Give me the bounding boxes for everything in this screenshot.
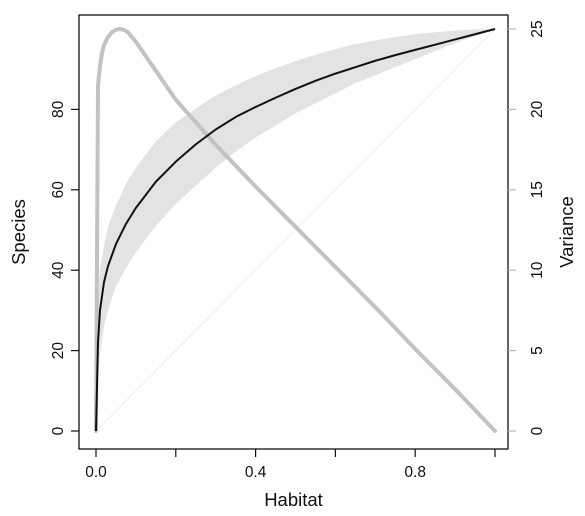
y2-tick-label: 5 — [529, 346, 546, 355]
y2-tick-label: 20 — [529, 100, 546, 118]
y-tick-label: 40 — [50, 261, 67, 279]
y-tick-label: 80 — [50, 100, 67, 118]
mean-species-curve — [95, 28, 496, 432]
y-tick-label: 60 — [50, 181, 67, 199]
x-axis-title: Habitat — [264, 489, 323, 510]
y2-tick-label: 25 — [529, 20, 546, 37]
reference-diagonal-line — [95, 28, 496, 432]
x-tick-label: 0.4 — [245, 464, 267, 481]
y2-tick-label: 0 — [529, 426, 546, 435]
y2-axis-title: Variance — [556, 196, 577, 268]
x-tick-label: 0.8 — [404, 464, 426, 481]
y-axis-title: Species — [8, 199, 29, 265]
variance-curve — [94, 27, 497, 433]
confidence-band — [96, 29, 495, 431]
plot-frame — [78, 14, 509, 450]
y2-tick-label: 15 — [529, 181, 546, 198]
y-tick-label: 0 — [50, 426, 67, 435]
y-tick-label: 20 — [50, 342, 67, 360]
x-tick-label: 0.0 — [85, 464, 107, 481]
y2-tick-label: 10 — [529, 261, 546, 279]
